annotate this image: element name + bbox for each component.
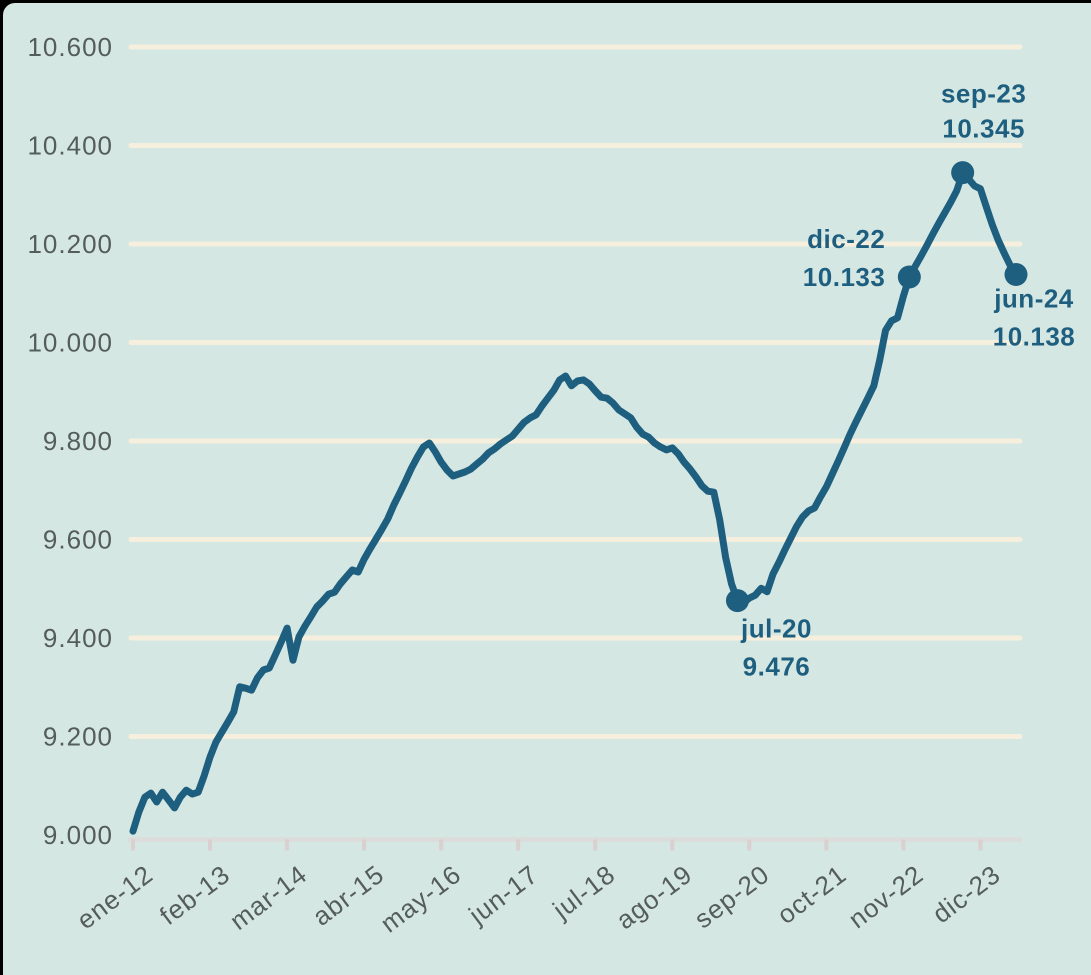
y-axis-tick-label: 9.400 bbox=[43, 623, 113, 653]
y-axis-tick-label: 10.400 bbox=[27, 131, 113, 161]
data-point-marker bbox=[897, 265, 921, 289]
annotation-date-label: sep-23 bbox=[941, 79, 1026, 109]
x-axis-tick-label: nov-22 bbox=[843, 859, 929, 934]
y-axis-tick-label: 10.000 bbox=[27, 328, 113, 358]
x-axis-tick-label: jun-17 bbox=[462, 859, 543, 931]
x-axis-tick-label: jul-18 bbox=[546, 859, 620, 925]
y-axis-labels: 9.000 9.200 9.400 9.600 9.800 10.000 10.200 10.… bbox=[27, 32, 113, 850]
annotation-value-label: 9.476 bbox=[743, 652, 811, 682]
y-axis-tick-label: 10.600 bbox=[27, 32, 113, 62]
gridlines bbox=[128, 44, 1023, 739]
y-axis-tick-label: 9.800 bbox=[43, 426, 113, 456]
x-axis-tick-label: ago-19 bbox=[610, 859, 698, 935]
annotation-value-label: 10.345 bbox=[942, 114, 1025, 144]
y-axis-tick-label: 9.600 bbox=[43, 525, 113, 555]
x-axis-tick-label: may-16 bbox=[375, 859, 467, 939]
y-axis-tick-label: 9.000 bbox=[43, 820, 113, 850]
y-axis-tick-label: 9.200 bbox=[43, 722, 113, 752]
x-axis-tick-label: abr-15 bbox=[307, 859, 390, 932]
x-axis-tick-label: dic-23 bbox=[927, 859, 1006, 929]
annotation-date-label: jul-20 bbox=[740, 614, 812, 644]
annotation-value-label: 10.133 bbox=[803, 262, 886, 292]
x-axis-tick-label: oct-21 bbox=[771, 859, 852, 930]
x-axis-tick-label: sep-20 bbox=[689, 859, 775, 934]
data-point-marker bbox=[725, 589, 749, 613]
data-point-marker bbox=[951, 161, 975, 185]
annotations: jul-20 9.476 dic-22 10.133 sep-23 10.345 jun-2… bbox=[725, 79, 1076, 682]
x-axis-tick-label: feb-13 bbox=[154, 859, 236, 931]
y-axis-tick-label: 10.200 bbox=[27, 229, 113, 259]
series-line bbox=[129, 169, 1020, 835]
x-axis-tick-label: ene-12 bbox=[71, 859, 159, 935]
data-point-marker bbox=[1004, 263, 1028, 287]
annotation-date-label: jun-24 bbox=[993, 284, 1074, 314]
x-axis-tick-label: mar-14 bbox=[224, 859, 313, 936]
annotation-value-label: 10.138 bbox=[993, 322, 1076, 352]
chart-panel bbox=[3, 3, 1091, 975]
annotation-date-label: dic-22 bbox=[807, 224, 885, 254]
